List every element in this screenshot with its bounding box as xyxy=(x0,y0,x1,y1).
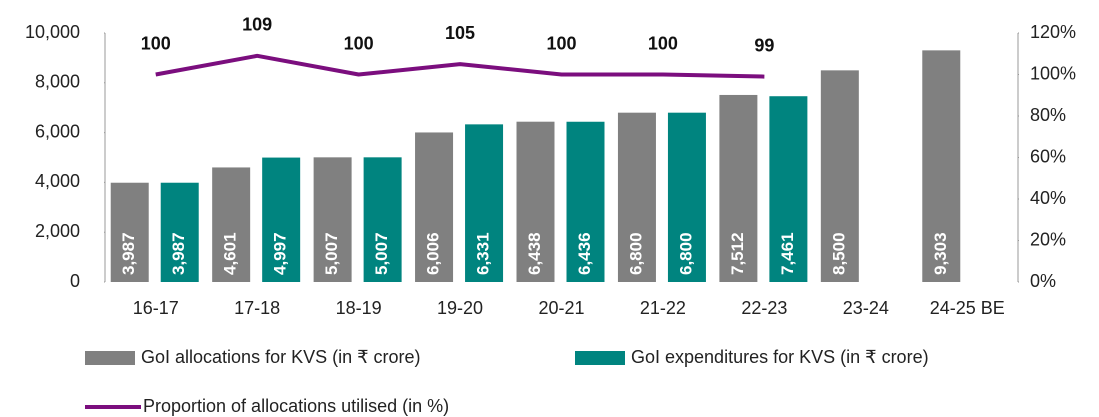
x-tick-label: 18-19 xyxy=(336,298,382,318)
bar-value-label: 6,438 xyxy=(525,232,544,275)
bar-value-label: 5,007 xyxy=(322,232,341,275)
legend-label: GoI expenditures for KVS (in ₹ crore) xyxy=(631,347,929,367)
bar xyxy=(667,112,706,283)
bar xyxy=(415,132,454,282)
legend-swatch xyxy=(85,351,135,365)
x-tick-label: 17-18 xyxy=(234,298,280,318)
y-tick-label: 4,000 xyxy=(35,171,80,191)
x-tick-label: 16-17 xyxy=(133,298,179,318)
x-tick-label: 19-20 xyxy=(437,298,483,318)
bar-value-label: 6,006 xyxy=(424,232,443,275)
bar xyxy=(719,94,758,282)
bar xyxy=(922,50,961,282)
legend-label: GoI allocations for KVS (in ₹ crore) xyxy=(141,347,421,367)
y-tick-label: 8,000 xyxy=(35,72,80,92)
bar-value-label: 4,601 xyxy=(221,232,240,275)
legend-label: Proportion of allocations utilised (in %… xyxy=(143,396,449,416)
bar xyxy=(363,157,402,282)
bar xyxy=(617,112,656,283)
bar-value-label: 3,987 xyxy=(119,232,138,275)
bar xyxy=(820,70,859,282)
y2-tick-label: 40% xyxy=(1030,188,1066,208)
line xyxy=(155,53,765,79)
y2-tick-label: 20% xyxy=(1030,229,1066,249)
y-tick-label: 6,000 xyxy=(35,121,80,141)
bar-value-label: 8,500 xyxy=(829,232,848,275)
y2-tick-label: 120% xyxy=(1030,22,1076,42)
y-tick-label: 0 xyxy=(70,271,80,291)
bar-value-label: 7,512 xyxy=(728,232,747,275)
bar xyxy=(566,121,605,283)
line-value-label: 100 xyxy=(141,33,171,53)
y2-tick-label: 80% xyxy=(1030,105,1066,125)
bar xyxy=(160,182,199,282)
y2-tick-label: 0% xyxy=(1030,271,1056,291)
bar-value-label: 6,800 xyxy=(676,232,695,275)
bar xyxy=(516,121,555,282)
y2-tick-label: 60% xyxy=(1030,146,1066,166)
line-value-label: 100 xyxy=(546,33,576,53)
bar-value-label: 4,997 xyxy=(271,232,290,275)
line-value-label: 100 xyxy=(344,33,374,53)
bar-value-label: 6,436 xyxy=(575,232,594,275)
bar xyxy=(465,124,504,283)
y2-tick-label: 100% xyxy=(1030,63,1076,83)
bar xyxy=(110,182,149,282)
bar xyxy=(769,96,808,282)
line-value-label: 105 xyxy=(445,23,475,43)
bar xyxy=(212,167,251,282)
y-tick-label: 10,000 xyxy=(25,22,80,42)
x-tick-label: 20-21 xyxy=(538,298,584,318)
y-tick-label: 2,000 xyxy=(35,221,80,241)
x-tick-label: 23-24 xyxy=(843,298,889,318)
bar-value-label: 6,800 xyxy=(626,232,645,275)
line-value-label: 99 xyxy=(754,35,774,55)
bar-value-label: 9,303 xyxy=(931,232,950,275)
line-value-label: 100 xyxy=(648,33,678,53)
bar-value-label: 5,007 xyxy=(372,232,391,275)
bar-value-label: 6,331 xyxy=(474,232,493,275)
bar xyxy=(313,157,352,282)
bar xyxy=(262,157,301,282)
x-tick-label: 21-22 xyxy=(640,298,686,318)
x-tick-label: 24-25 BE xyxy=(930,298,1005,318)
legend-swatch xyxy=(575,351,625,365)
line-value-label: 109 xyxy=(242,15,272,35)
bar-value-label: 3,987 xyxy=(169,232,188,275)
bar-value-label: 7,461 xyxy=(778,232,797,275)
x-tick-label: 22-23 xyxy=(741,298,787,318)
